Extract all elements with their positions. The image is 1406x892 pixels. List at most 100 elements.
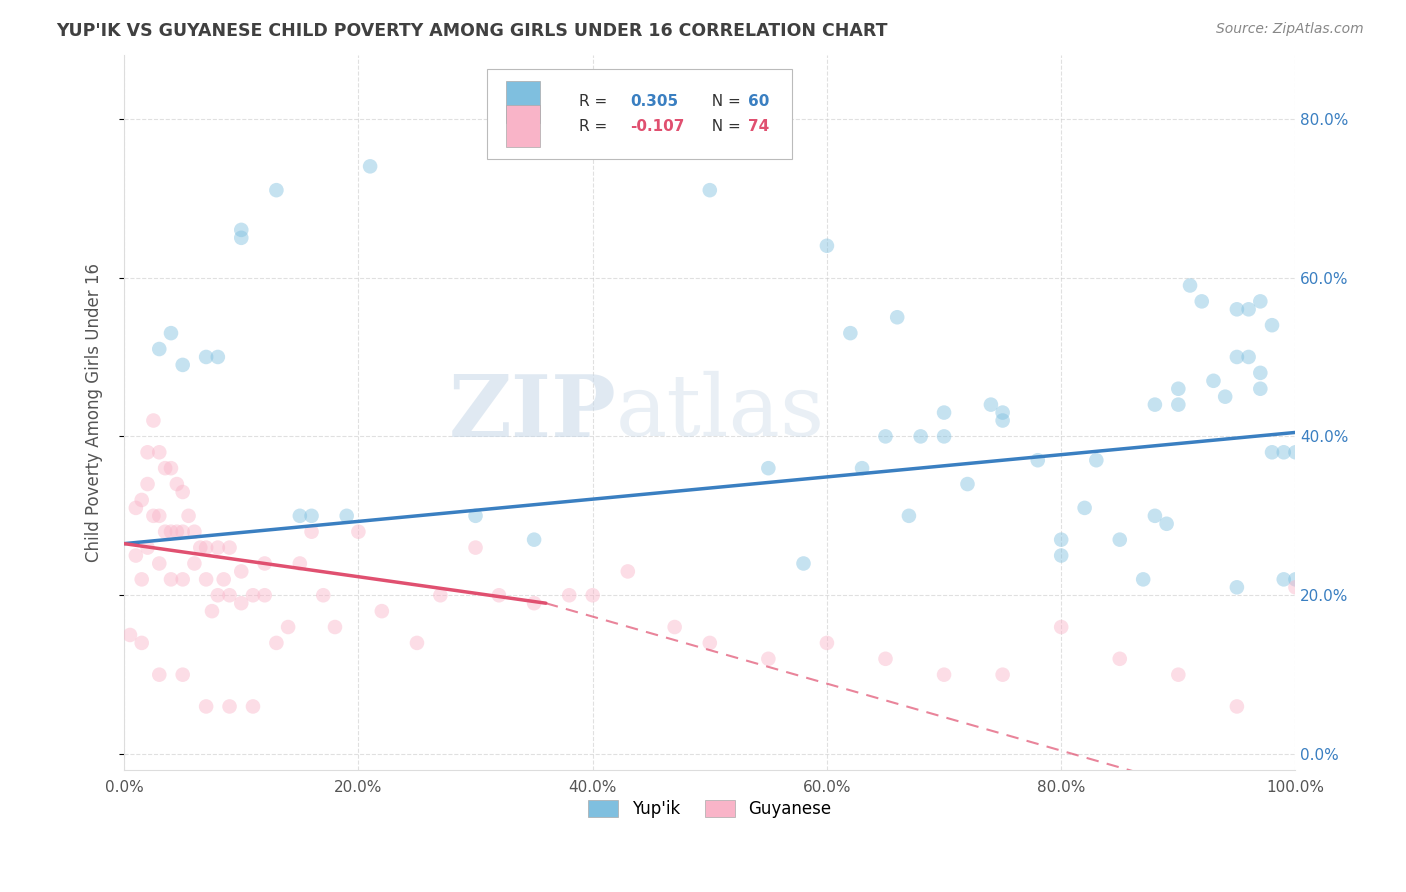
Point bbox=[207, 588, 229, 602]
Point bbox=[1226, 580, 1249, 594]
Point bbox=[242, 699, 264, 714]
Point bbox=[886, 310, 908, 325]
Text: atlas: atlas bbox=[616, 371, 825, 454]
Point bbox=[201, 604, 224, 618]
Point bbox=[1167, 398, 1189, 412]
Point bbox=[160, 573, 183, 587]
Point bbox=[851, 461, 873, 475]
Point bbox=[359, 159, 381, 173]
Point bbox=[177, 508, 200, 523]
Point bbox=[558, 588, 581, 602]
Point bbox=[1272, 573, 1295, 587]
Point bbox=[183, 524, 205, 539]
Point bbox=[253, 557, 276, 571]
Point bbox=[1284, 573, 1306, 587]
Point bbox=[347, 524, 370, 539]
Point bbox=[277, 620, 299, 634]
FancyBboxPatch shape bbox=[506, 105, 540, 147]
Point bbox=[153, 461, 176, 475]
Point bbox=[231, 565, 253, 579]
Point bbox=[932, 429, 955, 443]
Point bbox=[242, 588, 264, 602]
Point bbox=[266, 183, 288, 197]
Point bbox=[231, 596, 253, 610]
Point bbox=[336, 508, 359, 523]
Point bbox=[429, 588, 451, 602]
Text: R =: R = bbox=[579, 119, 612, 134]
Point bbox=[118, 628, 141, 642]
Point bbox=[131, 573, 153, 587]
Point bbox=[1108, 533, 1130, 547]
Point bbox=[1249, 366, 1271, 380]
Point bbox=[1132, 573, 1154, 587]
Point bbox=[1026, 453, 1049, 467]
Point bbox=[1178, 278, 1201, 293]
Point bbox=[582, 588, 605, 602]
Point bbox=[839, 326, 862, 340]
Point bbox=[218, 699, 240, 714]
Point bbox=[1156, 516, 1178, 531]
Point bbox=[136, 541, 159, 555]
Point bbox=[188, 541, 211, 555]
Point bbox=[1143, 398, 1166, 412]
Point bbox=[288, 508, 311, 523]
Point bbox=[166, 477, 188, 491]
Point bbox=[195, 350, 218, 364]
Point bbox=[148, 557, 170, 571]
FancyBboxPatch shape bbox=[488, 70, 792, 159]
Point bbox=[1108, 652, 1130, 666]
Point bbox=[131, 492, 153, 507]
Point bbox=[148, 445, 170, 459]
Point bbox=[897, 508, 920, 523]
Point bbox=[288, 557, 311, 571]
Point bbox=[183, 557, 205, 571]
Point bbox=[932, 667, 955, 681]
Point bbox=[301, 508, 323, 523]
Point bbox=[136, 445, 159, 459]
Point bbox=[617, 565, 640, 579]
Point bbox=[875, 652, 897, 666]
Point bbox=[312, 588, 335, 602]
Point bbox=[815, 636, 838, 650]
Point bbox=[488, 588, 510, 602]
Point bbox=[1143, 508, 1166, 523]
Point bbox=[301, 524, 323, 539]
Point bbox=[1167, 667, 1189, 681]
Point bbox=[523, 596, 546, 610]
Y-axis label: Child Poverty Among Girls Under 16: Child Poverty Among Girls Under 16 bbox=[86, 263, 103, 562]
Point bbox=[172, 358, 194, 372]
Point bbox=[371, 604, 394, 618]
Point bbox=[1213, 390, 1236, 404]
Point bbox=[1261, 445, 1284, 459]
Point bbox=[1050, 549, 1073, 563]
Point bbox=[756, 652, 779, 666]
Point bbox=[699, 183, 721, 197]
Point bbox=[125, 500, 148, 515]
Point bbox=[464, 541, 486, 555]
Point bbox=[131, 636, 153, 650]
Point bbox=[231, 223, 253, 237]
Point bbox=[207, 350, 229, 364]
Point bbox=[1237, 350, 1260, 364]
Point bbox=[148, 342, 170, 356]
Point bbox=[125, 549, 148, 563]
Point bbox=[1249, 294, 1271, 309]
Point bbox=[406, 636, 429, 650]
Point bbox=[212, 573, 235, 587]
Text: ZIP: ZIP bbox=[449, 370, 616, 455]
Point bbox=[172, 485, 194, 500]
Point bbox=[1202, 374, 1225, 388]
Point bbox=[195, 699, 218, 714]
Point bbox=[142, 413, 165, 427]
Point bbox=[1167, 382, 1189, 396]
Text: N =: N = bbox=[702, 119, 745, 134]
Point bbox=[160, 461, 183, 475]
Point bbox=[218, 588, 240, 602]
Point bbox=[756, 461, 779, 475]
Point bbox=[875, 429, 897, 443]
Point bbox=[815, 239, 838, 253]
Point bbox=[1284, 580, 1306, 594]
Text: N =: N = bbox=[702, 95, 745, 110]
Legend: Yup'ik, Guyanese: Yup'ik, Guyanese bbox=[579, 791, 839, 826]
Point bbox=[910, 429, 932, 443]
